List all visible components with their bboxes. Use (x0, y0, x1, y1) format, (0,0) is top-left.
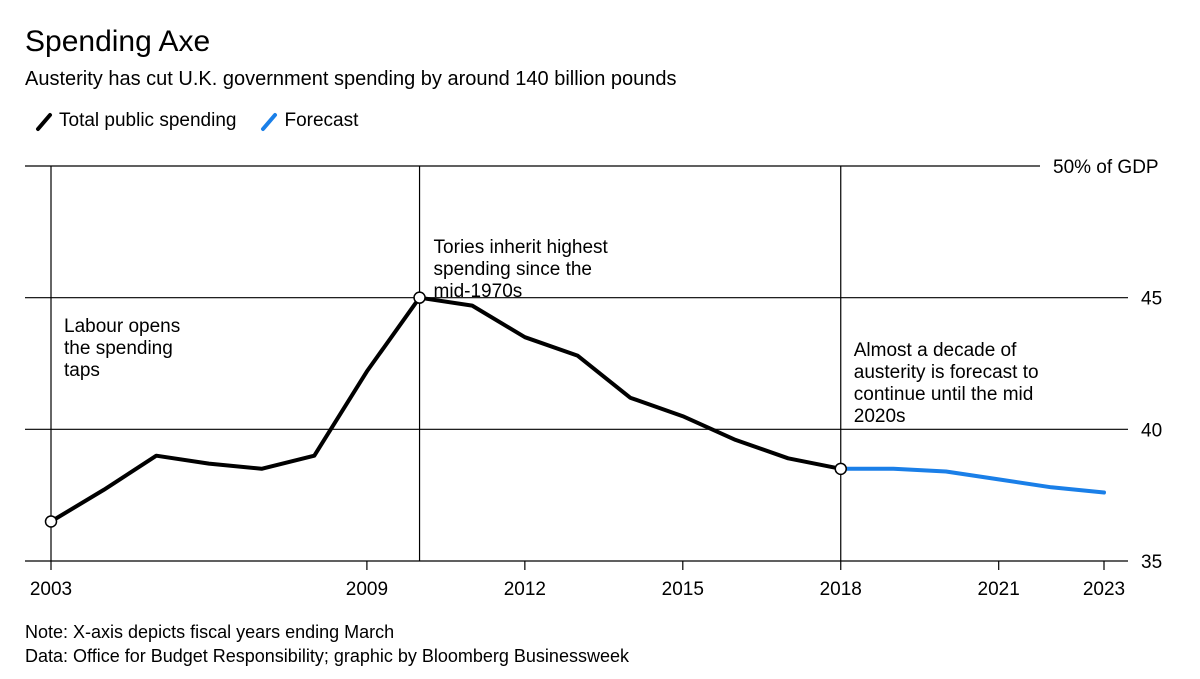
highlight-point-2010 (413, 291, 426, 304)
x-tick-label-2023: 2023 (1083, 579, 1125, 600)
y-tick-label-40: 40 (1141, 420, 1162, 441)
source-credit: Data: Office for Budget Responsibility; … (25, 646, 629, 666)
footnote: Note: X-axis depicts fiscal years ending… (25, 622, 395, 642)
highlight-point-2018 (834, 462, 847, 476)
y-tick-label-35: 35 (1141, 552, 1162, 573)
highlight-point-2003 (44, 515, 58, 528)
series-line-total-spending (49, 295, 843, 524)
legend-label-forecast: Forecast (284, 110, 359, 131)
annotation-2010: Tories inherit highest spending since the… (434, 237, 609, 302)
y-tick-label-50: 50% of GDP (1053, 157, 1159, 178)
x-tick-label-2012: 2012 (504, 579, 546, 600)
annotation-2003: Labour opens the spending taps (64, 316, 180, 381)
y-tick-label-45: 45 (1141, 289, 1162, 310)
legend-label-total-spending: Total public spending (59, 110, 237, 131)
footer-notes: Note: X-axis depicts fiscal years ending… (25, 620, 629, 668)
legend-swatch-forecast (261, 113, 278, 131)
x-tick-label-2009: 2009 (346, 579, 388, 600)
legend-item-forecast: Forecast (260, 109, 358, 133)
legend: Total public spending Forecast (35, 108, 382, 134)
x-tick-label-2015: 2015 (662, 579, 704, 600)
legend-item-total-spending: Total public spending (35, 109, 236, 133)
x-tick-label-2003: 2003 (30, 579, 72, 600)
chart-subtitle: Austerity has cut U.K. government spendi… (25, 68, 677, 90)
x-tick-label-2018: 2018 (820, 579, 862, 600)
legend-swatch-total-spending (36, 113, 52, 131)
annotation-2018: Almost a decade of austerity is forecast … (854, 340, 1039, 427)
series-line-forecast (838, 466, 1106, 495)
x-tick-label-2021: 2021 (978, 579, 1020, 600)
chart-title: Spending Axe (25, 25, 211, 58)
